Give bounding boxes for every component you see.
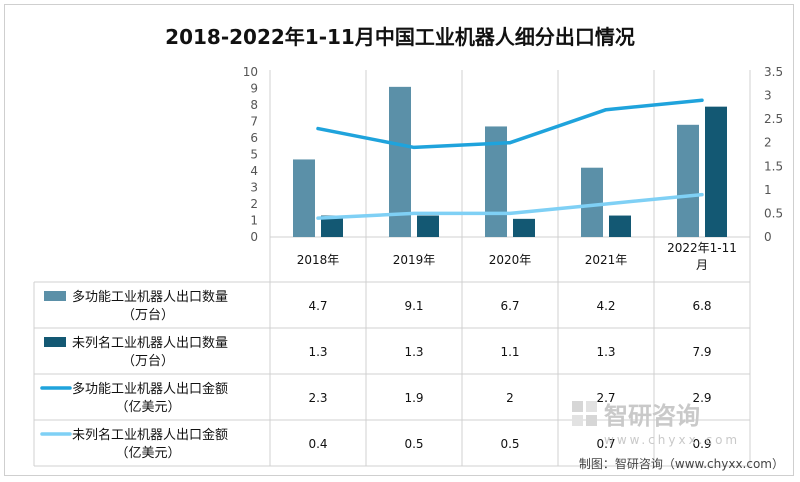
table-value: 0.5 — [404, 437, 423, 451]
series-unit: （万台） — [122, 354, 174, 369]
table-value: 6.7 — [500, 299, 519, 313]
bars — [293, 86, 727, 238]
right-tick-label: 0 — [764, 230, 772, 244]
category-label: 2020年 — [489, 253, 532, 267]
right-tick-label: 1 — [764, 183, 772, 197]
series-name: 多功能工业机器人出口数量 — [72, 289, 228, 305]
table-value: 2 — [506, 391, 514, 405]
chart-frame — [4, 4, 794, 476]
bar-1 — [581, 167, 603, 237]
table-value: 6.8 — [692, 299, 711, 313]
left-tick-label: 4 — [250, 164, 258, 178]
right-tick-label: 0.5 — [764, 206, 783, 220]
series-line-1 — [316, 98, 704, 150]
right-tick-label: 2.5 — [764, 112, 783, 126]
table-value: 2.7 — [596, 391, 615, 405]
category-label: 2018年 — [297, 253, 340, 267]
table-value: 7.9 — [692, 345, 711, 359]
series-unit: （万台） — [122, 308, 174, 323]
table-value: 2.9 — [692, 391, 711, 405]
data-table-grid — [33, 70, 751, 467]
table-value: 1.3 — [596, 345, 615, 359]
right-tick-label: 3 — [764, 89, 772, 103]
series-name: 未列名工业机器人出口数量 — [72, 335, 228, 351]
table-value: 1.3 — [308, 345, 327, 359]
bar-1 — [293, 159, 315, 237]
series-line-2 — [316, 192, 704, 220]
right-tick-label: 2 — [764, 136, 772, 150]
bar-1 — [485, 126, 507, 237]
left-tick-label: 5 — [250, 148, 258, 162]
table-value: 0.5 — [500, 437, 519, 451]
chart-title: 2018-2022年1-11月中国工业机器人细分出口情况 — [165, 25, 635, 49]
watermark-logo-icon — [572, 401, 597, 426]
left-axis-ticks: 0 1 2 3 4 5 6 7 8 9 10 — [243, 65, 258, 244]
table-value: 1.9 — [404, 391, 423, 405]
series-unit: （亿美元） — [115, 400, 180, 415]
legend-key-bar — [44, 337, 66, 347]
table-value: 4.7 — [308, 299, 327, 313]
bar-1 — [389, 86, 411, 237]
table-value: 0.7 — [596, 437, 615, 451]
data-table: 多功能工业机器人出口数量 （万台） 4.7 9.1 6.7 4.2 6.8 未列名工业机器人出… — [40, 289, 712, 461]
right-axis-ticks: 0 0.5 1 1.5 2 2.5 3 3.5 — [764, 65, 783, 244]
table-value: 4.2 — [596, 299, 615, 313]
left-tick-label: 0 — [250, 230, 258, 244]
legend-key-bar — [44, 291, 66, 301]
bar-2 — [321, 215, 343, 237]
left-tick-label: 2 — [250, 197, 258, 211]
table-value: 1.1 — [500, 345, 519, 359]
series-unit: （亿美元） — [115, 446, 180, 461]
left-tick-label: 1 — [250, 214, 258, 228]
bar-2 — [417, 215, 439, 237]
right-tick-label: 3.5 — [764, 65, 783, 79]
category-label: 2022年1-11 月 — [667, 241, 737, 272]
right-tick-label: 1.5 — [764, 159, 783, 173]
table-value: 9.1 — [404, 299, 423, 313]
category-label: 2019年 — [393, 253, 436, 267]
left-tick-label: 9 — [250, 82, 258, 96]
table-value: 2.3 — [308, 391, 327, 405]
table-value: 0.9 — [692, 437, 711, 451]
category-label: 2021年 — [585, 253, 628, 267]
left-tick-label: 3 — [250, 181, 258, 195]
credit-text: 制图：智研咨询（www.chyxx.com） — [579, 456, 784, 471]
watermark: 智研咨询 www.chyxx.com — [572, 401, 740, 447]
bar-2 — [609, 215, 631, 237]
left-tick-label: 8 — [250, 98, 258, 112]
bar-1 — [677, 124, 699, 237]
left-tick-label: 10 — [243, 65, 258, 79]
bar-2 — [705, 106, 727, 238]
left-tick-label: 7 — [250, 115, 258, 129]
category-labels: 2018年 2019年 2020年 2021年 2022年1-11 月 — [297, 241, 737, 272]
left-tick-label: 6 — [250, 131, 258, 145]
lines — [316, 98, 704, 220]
watermark-url: www.chyxx.com — [604, 433, 740, 447]
watermark-name: 智研咨询 — [604, 402, 700, 430]
table-value: 0.4 — [308, 437, 327, 451]
bar-2 — [513, 218, 535, 237]
series-name: 多功能工业机器人出口金额 — [72, 381, 228, 397]
series-name: 未列名工业机器人出口金额 — [72, 427, 228, 443]
table-value: 1.3 — [404, 345, 423, 359]
